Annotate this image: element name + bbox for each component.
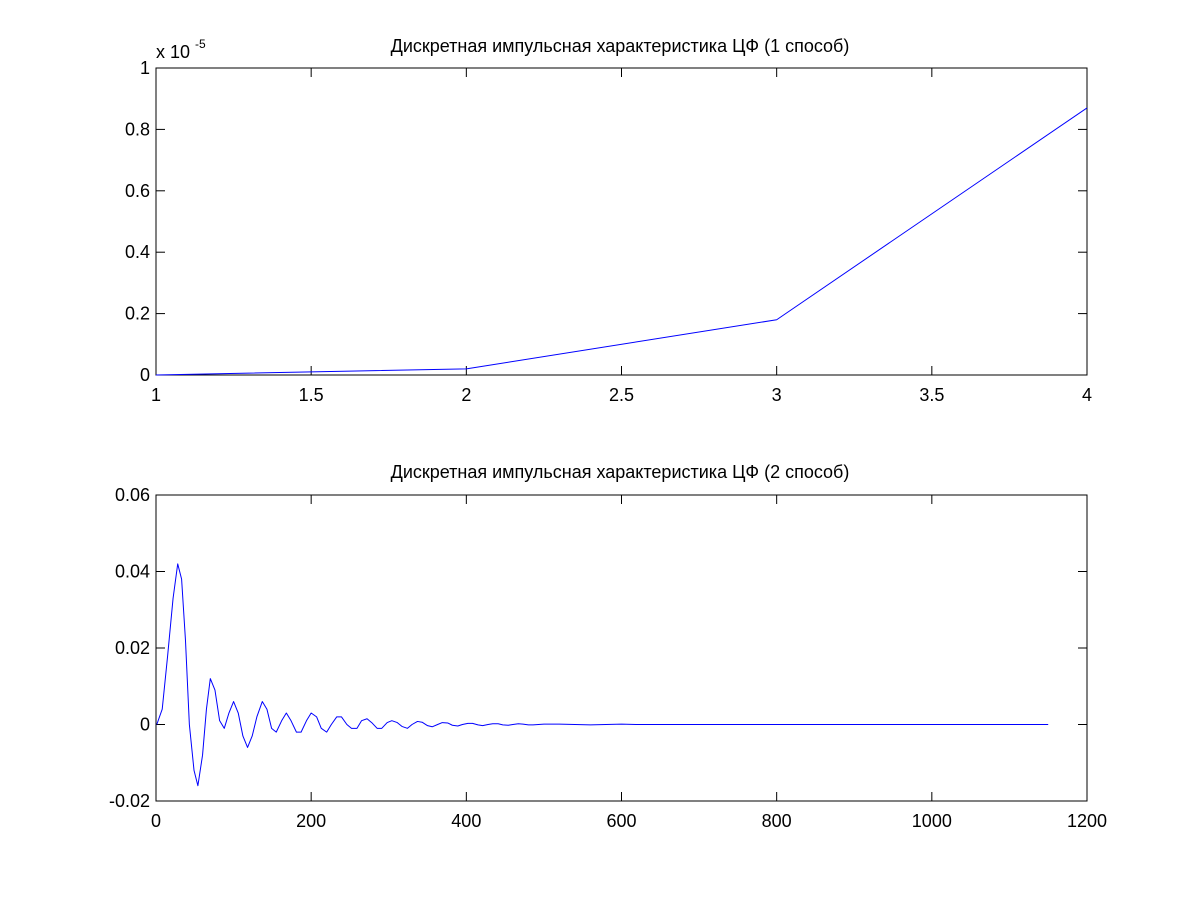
x-tick-label: 600 <box>606 811 636 831</box>
y-tick-label: -0.02 <box>109 791 150 811</box>
y-tick-label: 0.6 <box>125 181 150 201</box>
x-tick-label: 1.5 <box>299 385 324 405</box>
subplot-1-exponent-label: x 10 -5 <box>156 37 206 62</box>
y-tick-label: 0 <box>140 715 150 735</box>
y-tick-label: 0 <box>140 365 150 385</box>
subplot-1: Дискретная импульсная характеристика ЦФ … <box>125 36 1092 405</box>
x-tick-label: 4 <box>1082 385 1092 405</box>
y-tick-label: 0.2 <box>125 304 150 324</box>
x-tick-label: 1200 <box>1067 811 1107 831</box>
y-tick-label: 0.4 <box>125 242 150 262</box>
y-tick-label: 0.06 <box>115 485 150 505</box>
y-tick-label: 0.04 <box>115 562 150 582</box>
subplot-1-ticks: 1 1.5 2 2.5 3 3.5 4 0 0.2 0.4 0.6 0.8 1 <box>125 58 1092 405</box>
x-tick-label: 3 <box>772 385 782 405</box>
x-tick-label: 2.5 <box>609 385 634 405</box>
x-tick-label: 2 <box>461 385 471 405</box>
subplot-1-series <box>155 107 1088 376</box>
x-tick-label: 400 <box>451 811 481 831</box>
series-line <box>156 563 1049 787</box>
series-line <box>155 107 1088 376</box>
y-tick-label: 0.02 <box>115 638 150 658</box>
subplot-2-title: Дискретная импульсная характеристика ЦФ … <box>391 462 850 482</box>
x-tick-label: 1000 <box>912 811 952 831</box>
x-tick-label: 200 <box>296 811 326 831</box>
y-tick-label: 1 <box>140 58 150 78</box>
x-tick-label: 1 <box>151 385 161 405</box>
subplot-2-series <box>156 563 1049 787</box>
x-tick-label: 0 <box>151 811 161 831</box>
x-tick-label: 800 <box>762 811 792 831</box>
subplot-2: Дискретная импульсная характеристика ЦФ … <box>109 462 1107 831</box>
x-tick-label: 3.5 <box>919 385 944 405</box>
subplot-1-title: Дискретная импульсная характеристика ЦФ … <box>391 36 850 56</box>
y-tick-label: 0.8 <box>125 119 150 139</box>
